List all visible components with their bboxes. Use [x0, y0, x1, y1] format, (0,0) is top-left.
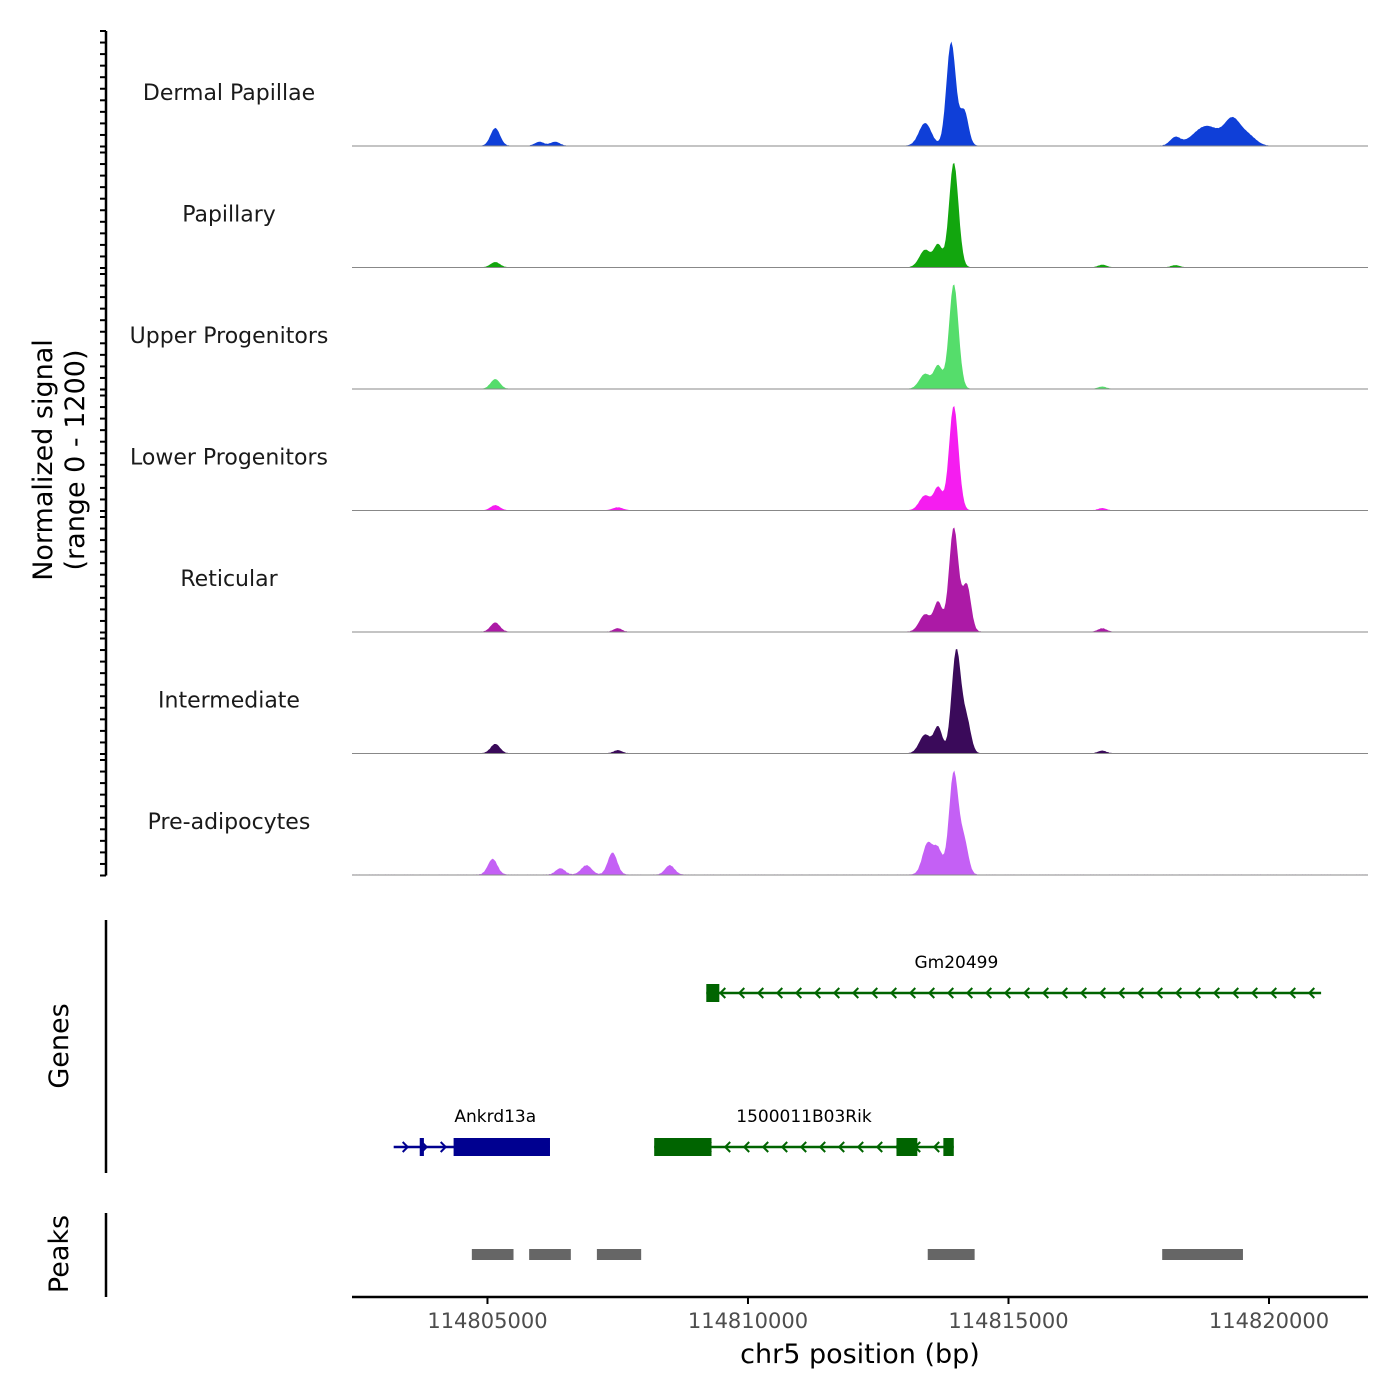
peak-regions-track: [104, 1213, 1243, 1297]
track-label: Pre-adipocytes: [148, 810, 311, 835]
strand-arrow-icon: [875, 1141, 883, 1153]
peak-region: [529, 1249, 571, 1260]
y-axis-title-line2: (range 0 - 1200): [60, 350, 91, 571]
peak-region: [1162, 1249, 1243, 1260]
strand-arrow-icon: [742, 1141, 750, 1153]
peak-region: [471, 1249, 514, 1260]
strand-arrow-icon: [439, 1141, 448, 1153]
gene-exon: [419, 1138, 424, 1156]
strand-arrow-icon: [984, 987, 993, 999]
strand-arrow-icon: [908, 987, 917, 999]
strand-arrow-icon: [401, 1141, 410, 1153]
strand-arrow-icon: [1174, 987, 1183, 999]
x-tick-label: 114810000: [688, 1309, 808, 1333]
x-tick-label: 114805000: [427, 1309, 547, 1333]
coverage-area-6: [352, 649, 1368, 754]
strand-arrow-icon: [737, 987, 746, 999]
y-axis-title-line1: Normalized signal: [28, 339, 59, 581]
strand-arrow-icon: [723, 1141, 731, 1153]
strand-arrow-icon: [1003, 987, 1012, 999]
coverage-area-7: [352, 770, 1368, 875]
strand-arrow-icon: [856, 1141, 864, 1153]
gene-model: Ankrd13a: [393, 1107, 550, 1156]
axes: 114805000 114810000 114815000 114820000: [100, 30, 1368, 1333]
strand-arrow-icon: [761, 1141, 769, 1153]
strand-arrow-icon: [1136, 987, 1145, 999]
strand-arrow-icon: [851, 987, 860, 999]
gene-exon: [654, 1138, 712, 1156]
track-label: Upper Progenitors: [130, 324, 329, 349]
strand-arrow-icon: [1041, 987, 1050, 999]
gene-model: 1500011B03Rik: [654, 1107, 954, 1156]
coverage-area-5: [352, 527, 1368, 632]
strand-arrow-icon: [832, 987, 841, 999]
peaks-track-label: Peaks: [44, 1215, 75, 1293]
track-label: Papillary: [182, 203, 276, 228]
strand-arrow-icon: [794, 987, 803, 999]
coverage-tracks: Dermal Papillae Papillary Upper Progenitor…: [130, 41, 1368, 876]
strand-arrow-icon: [1212, 987, 1221, 999]
x-axis-title: chr5 position (bp): [740, 1339, 980, 1370]
gene-exon: [943, 1138, 954, 1156]
strand-arrow-icon: [718, 987, 727, 999]
strand-arrow-icon: [1250, 987, 1259, 999]
strand-arrow-icon: [818, 1141, 826, 1153]
strand-arrow-icon: [946, 987, 955, 999]
track-label: Intermediate: [158, 689, 300, 714]
coverage-area-2: [352, 163, 1368, 268]
strand-arrow-icon: [932, 1141, 940, 1153]
x-tick-label: 114820000: [1209, 1309, 1329, 1333]
strand-arrow-icon: [1079, 987, 1088, 999]
gene-exon: [896, 1138, 918, 1156]
strand-arrow-icon: [799, 1141, 807, 1153]
strand-arrow-icon: [870, 987, 879, 999]
gene-exon: [453, 1138, 550, 1156]
gene-label: 1500011B03Rik: [736, 1107, 872, 1127]
x-tick-label: 114815000: [948, 1309, 1068, 1333]
coverage-area-3: [352, 284, 1368, 389]
strand-arrow-icon: [1060, 987, 1069, 999]
strand-arrow-icon: [1022, 987, 1031, 999]
strand-arrow-icon: [813, 987, 822, 999]
coverage-area-4: [352, 406, 1368, 511]
gene-label: Gm20499: [914, 953, 998, 973]
strand-arrow-icon: [1307, 987, 1316, 999]
gene-label: Ankrd13a: [454, 1107, 536, 1127]
strand-arrow-icon: [1269, 987, 1278, 999]
strand-arrow-icon: [756, 987, 765, 999]
strand-arrow-icon: [927, 987, 936, 999]
peak-region: [596, 1249, 642, 1260]
strand-arrow-icon: [1288, 987, 1297, 999]
track-label: Reticular: [180, 567, 278, 592]
strand-arrow-icon: [1231, 987, 1240, 999]
strand-arrow-icon: [837, 1141, 845, 1153]
gene-exon: [706, 984, 720, 1002]
strand-arrow-icon: [780, 1141, 788, 1153]
strand-arrow-icon: [1155, 987, 1164, 999]
coverage-area-1: [352, 41, 1368, 146]
track-label: Lower Progenitors: [130, 446, 328, 471]
gene-annotation-track: Gm20499 Ankrd13a 1500011B03Rik: [104, 920, 1322, 1173]
strand-arrow-icon: [965, 987, 974, 999]
strand-arrow-icon: [775, 987, 784, 999]
track-label: Dermal Papillae: [143, 81, 315, 106]
strand-arrow-icon: [1117, 987, 1126, 999]
strand-arrow-icon: [1193, 987, 1202, 999]
strand-arrow-icon: [889, 987, 898, 999]
genes-track-label: Genes: [44, 1003, 75, 1088]
strand-arrow-icon: [1098, 987, 1107, 999]
gene-model: Gm20499: [706, 953, 1322, 1002]
peak-region: [927, 1249, 975, 1260]
